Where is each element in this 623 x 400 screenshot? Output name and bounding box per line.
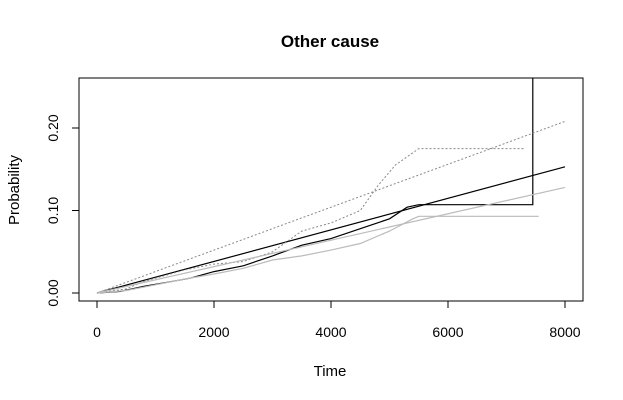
series-line-6 — [96, 215, 539, 294]
x-axis: 0 2000 4000 6000 8000 — [93, 300, 581, 340]
x-tick-label-4: 8000 — [549, 324, 580, 340]
series-line-4 — [96, 148, 524, 294]
y-tick-label-1: 0.10 — [45, 197, 61, 224]
chart-title: Other cause — [281, 32, 379, 51]
x-axis-label: Time — [314, 363, 347, 380]
x-tick-label-3: 6000 — [432, 324, 463, 340]
series-line-3 — [96, 120, 566, 294]
y-axis: 0.00 0.10 0.20 — [45, 86, 80, 307]
series-line-1 — [96, 166, 566, 294]
x-tick-label-2: 4000 — [315, 324, 346, 340]
x-tick-label-1: 2000 — [198, 324, 229, 340]
series-line-2 — [96, 78, 534, 294]
series-line-5 — [96, 186, 566, 294]
y-tick-label-0: 0.00 — [45, 279, 61, 306]
x-tick-label-0: 0 — [93, 324, 101, 340]
y-axis-label: Probability — [6, 154, 23, 225]
series-layer — [96, 78, 566, 294]
y-tick-label-2: 0.20 — [45, 114, 61, 141]
plot-frame — [78, 77, 584, 302]
